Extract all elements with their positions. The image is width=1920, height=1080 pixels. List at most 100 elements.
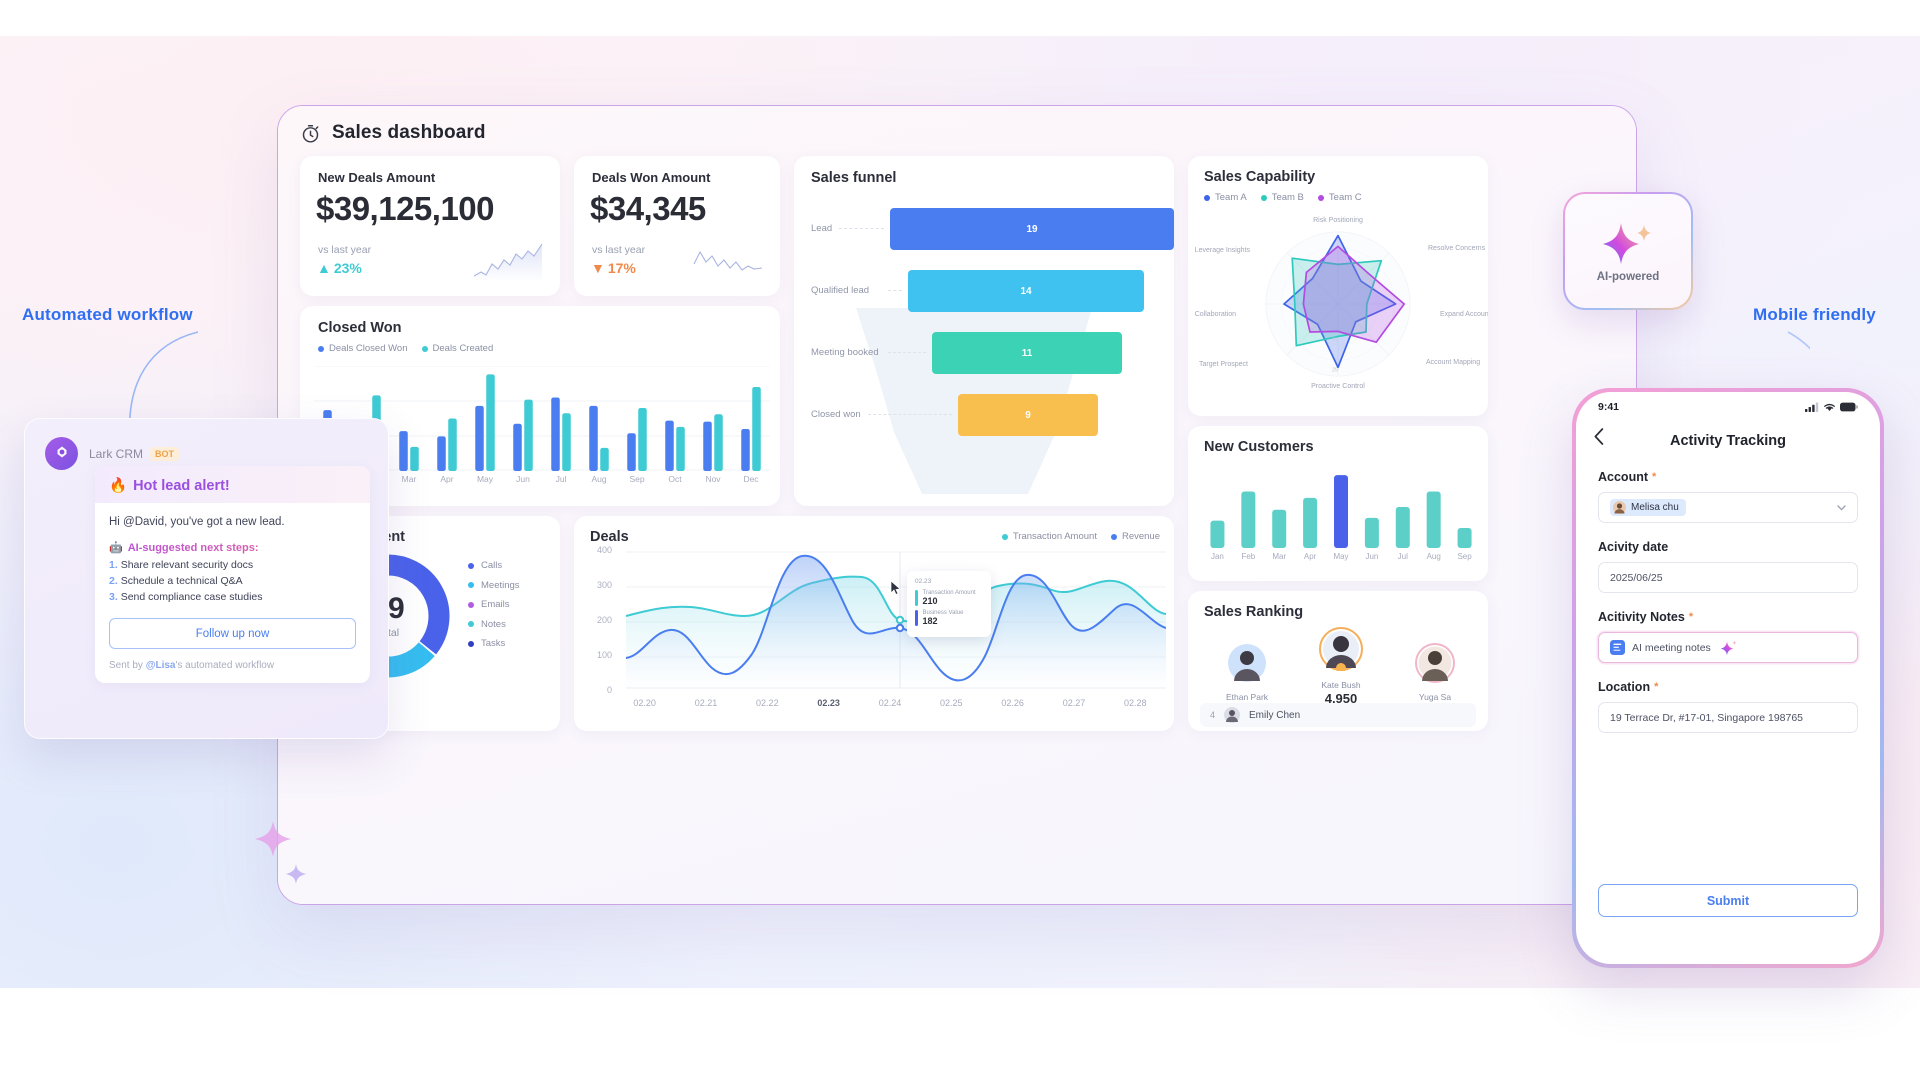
tooltip-row: Transaction Amount 210 xyxy=(915,590,983,606)
deals-y-axis: 400 300 200 100 0 xyxy=(584,545,612,695)
axis-tick-label: Mar xyxy=(1272,552,1287,561)
radar-axis-label: Leverage Insights xyxy=(1195,247,1251,254)
label-text: Acitivity Notes xyxy=(1598,610,1685,624)
sales-capability-card[interactable]: Sales Capability Team A Team B Team C Ri… xyxy=(1188,156,1488,416)
step-text: Send compliance case studies xyxy=(120,591,263,603)
funnel-row[interactable]: Lead 19 xyxy=(794,208,1174,254)
axis-tick-label: 0 xyxy=(606,685,612,695)
ai-powered-badge[interactable]: AI-powered xyxy=(1563,192,1693,310)
tooltip-row: Business Value 182 xyxy=(915,610,983,626)
chevron-down-icon[interactable] xyxy=(1837,505,1846,511)
ai-sparkle-icon[interactable] xyxy=(1720,640,1737,656)
radar-axis-label: Proactive Control xyxy=(1311,383,1365,390)
annotation-automated-workflow: Automated workflow xyxy=(22,305,193,324)
location-field[interactable]: 19 Terrace Dr, #17-01, Singapore 198765 xyxy=(1598,702,1858,733)
deals-x-axis: 02.20 02.21 02.22 02.23 02.24 02.25 02.26 02.27… xyxy=(614,698,1166,708)
status-time: 9:41 xyxy=(1598,401,1620,413)
fire-icon: 🔥 xyxy=(109,478,128,494)
sales-ranking-card[interactable]: Sales Ranking Ethan Park 3,010 Kate Bush… xyxy=(1188,591,1488,731)
activity-notes-field[interactable]: AI meeting notes xyxy=(1598,632,1858,663)
funnel-row[interactable]: Qualified lead 14 xyxy=(794,270,1174,316)
bot-badge: BOT xyxy=(150,446,180,461)
tooltip-series-value: 182 xyxy=(922,616,938,626)
submit-button[interactable]: Submit xyxy=(1598,884,1858,917)
axis-tick-label: Jan xyxy=(1210,552,1224,561)
card-title: Sales Ranking xyxy=(1204,604,1304,620)
funnel-leader-line xyxy=(887,352,926,353)
step-number: 1. xyxy=(109,559,118,571)
capability-radar-chart: Risk Positioning Resolve Concerns Expand A… xyxy=(1195,217,1488,390)
kpi-label: New Deals Amount xyxy=(318,170,436,185)
legend-item: Meetings xyxy=(468,580,520,591)
bot-suggestions-label: AI-suggested next steps: xyxy=(127,541,259,554)
decorative-sparkle-icon xyxy=(286,864,306,884)
kpi-comparison-label: vs last year xyxy=(318,244,372,256)
legend-item: Team A xyxy=(1204,192,1247,203)
location-value: 19 Terrace Dr, #17-01, Singapore 198765 xyxy=(1610,711,1804,724)
phone-screen-title: Activity Tracking xyxy=(1669,433,1787,449)
legend-label: Deals Closed Won xyxy=(329,343,408,354)
activity-date-field[interactable]: 2025/06/25 xyxy=(1598,562,1858,593)
legend-dot xyxy=(318,345,324,352)
legend-dot xyxy=(468,621,474,627)
radar-ring-label: 25 xyxy=(1332,368,1338,374)
funnel-row[interactable]: Closed won 9 xyxy=(794,394,1174,440)
ranking-podium: Ethan Park 3,010 Kate Bush 4,950 Yuga Sa… xyxy=(1196,627,1486,718)
ranking-name: Ethan Park xyxy=(1225,692,1269,702)
mouse-cursor-icon xyxy=(890,580,901,595)
footer-mention[interactable]: @Lisa xyxy=(145,660,176,671)
axis-tick-label: 02.22 xyxy=(756,698,779,708)
account-value: Melisa chu xyxy=(1631,502,1679,513)
axis-tick-label: Aug xyxy=(591,474,607,484)
axis-tick-label: Jun xyxy=(516,474,530,484)
bot-step: 3. Send compliance case studies xyxy=(95,589,370,605)
deals-tooltip: 02.23 Transaction Amount 210 Business Va… xyxy=(907,571,991,637)
legend-label: Calls xyxy=(481,560,503,571)
sales-funnel-card[interactable]: Sales funnel Lead 19 Qualified lead 14 Meeti… xyxy=(794,156,1174,506)
deals-card[interactable]: Deals Transaction Amount Revenue 400 300 2… xyxy=(574,516,1174,731)
bot-footer: Sent by @Lisa's automated workflow xyxy=(95,649,370,683)
axis-tick-label: Dec xyxy=(743,474,759,484)
ranking-score: 4,950 xyxy=(1324,691,1358,706)
avatar xyxy=(1613,501,1626,514)
funnel-bar[interactable]: 14 xyxy=(908,270,1144,312)
ranking-name: Emily Chen xyxy=(1249,709,1301,721)
new-customers-card[interactable]: New Customers Jan Feb Mar Apr May Jun Jul Aug Se… xyxy=(1188,426,1488,581)
axis-tick-label: 100 xyxy=(596,650,612,660)
kpi-delta-value: 23% xyxy=(333,260,362,276)
kpi-delta: ▲ 23% xyxy=(317,260,362,276)
account-select-field[interactable]: Melisa chu xyxy=(1598,492,1858,523)
axis-tick-label: Nov xyxy=(705,474,721,484)
deals-area-chart xyxy=(625,551,1166,690)
legend-label: Team B xyxy=(1271,192,1304,203)
axis-tick-label: Apr xyxy=(440,474,454,484)
funnel-row[interactable]: Meeting booked 11 xyxy=(794,332,1174,378)
funnel-bar[interactable]: 9 xyxy=(958,394,1098,436)
axis-tick-label: 200 xyxy=(596,615,612,625)
kpi-card-deals-won[interactable]: Deals Won Amount $34,345 vs last year ▼ … xyxy=(574,156,780,296)
kpi-card-new-deals[interactable]: New Deals Amount $39,125,100 vs last yea… xyxy=(300,156,560,296)
sparkle-icon xyxy=(1603,222,1651,264)
legend-item: Team C xyxy=(1317,192,1362,203)
ranking-podium-item[interactable]: Kate Bush 4,950 xyxy=(1300,627,1382,706)
axis-tick-label: Jul xyxy=(555,474,567,484)
funnel-bar[interactable]: 11 xyxy=(932,332,1122,374)
axis-tick-label: May xyxy=(476,474,494,484)
legend-dot xyxy=(468,601,474,608)
follow-up-now-button[interactable]: Follow up now xyxy=(109,618,356,649)
legend-dot xyxy=(468,562,474,569)
deals-legend: Transaction Amount Revenue xyxy=(1001,531,1160,542)
label-text: Acivity date xyxy=(1598,540,1669,554)
legend-dot xyxy=(468,640,474,647)
back-chevron-icon[interactable] xyxy=(1594,428,1604,445)
kpi-label: Deals Won Amount xyxy=(592,170,711,185)
legend-label: Deals Created xyxy=(432,343,494,354)
tooltip-series-name: Transaction Amount xyxy=(922,590,976,596)
axis-tick-label: 02.23 xyxy=(817,698,840,708)
axis-tick-label: May xyxy=(1333,552,1349,561)
tooltip-color-bar xyxy=(915,610,918,626)
trend-down-icon: ▼ xyxy=(591,260,605,276)
ranking-list-item[interactable]: 4 Emily Chen xyxy=(1200,703,1476,727)
funnel-bar[interactable]: 19 xyxy=(890,208,1174,250)
stopwatch-icon xyxy=(302,124,319,143)
